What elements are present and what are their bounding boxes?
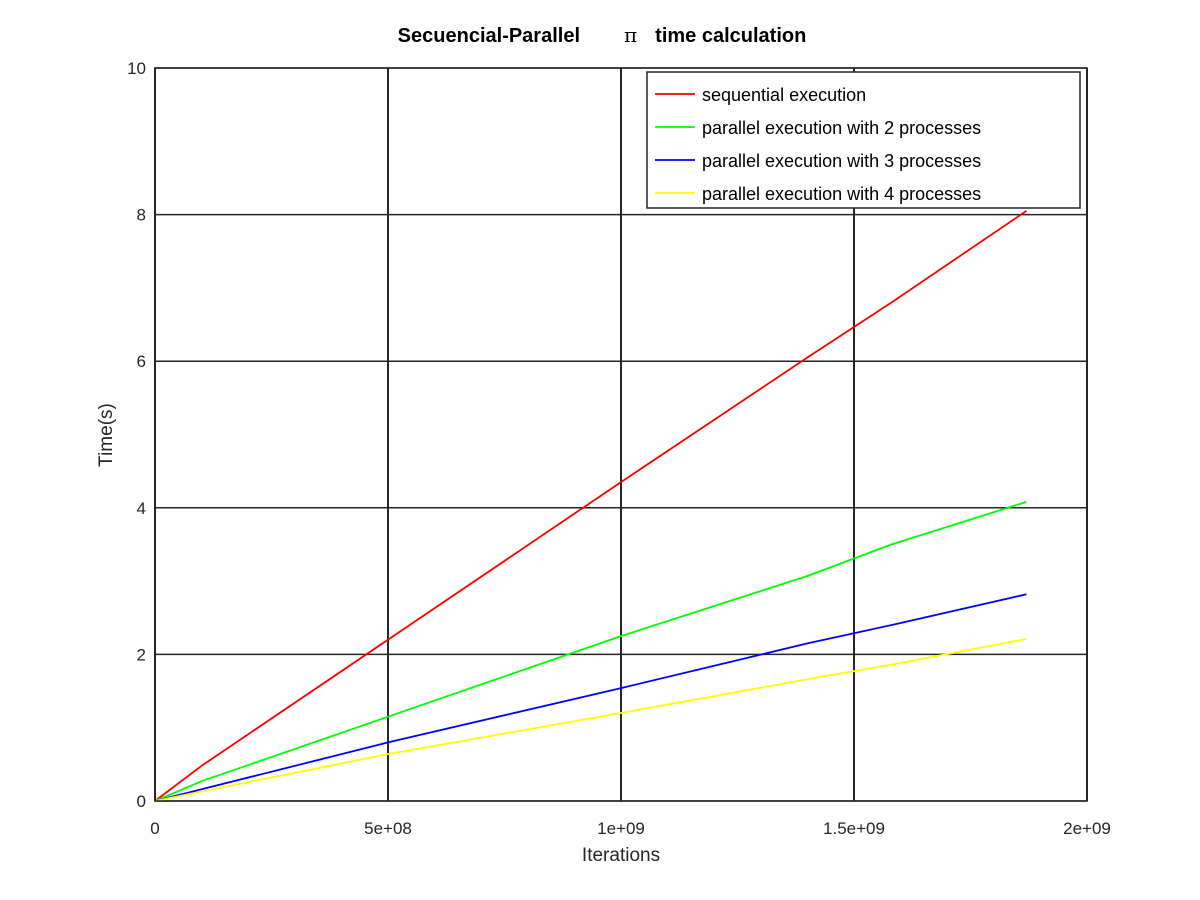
series-line-2 (154, 501, 1027, 802)
legend-label-1: sequential execution (702, 85, 866, 105)
y-tick-label-5: 10 (127, 59, 146, 78)
y-tick-label-0: 0 (137, 792, 146, 811)
series-line-4 (154, 638, 1027, 802)
x-tick-label-3: 1.5e+09 (823, 819, 885, 838)
title-pi-symbol: π (624, 23, 637, 47)
x-tick-label-4: 2e+09 (1063, 819, 1111, 838)
y-tick-labels: 0 2 4 6 8 10 (127, 59, 146, 811)
y-tick-label-4: 8 (137, 206, 146, 225)
series-lines (154, 210, 1027, 802)
x-tick-label-2: 1e+09 (597, 819, 645, 838)
chart-title: Secuencial-Parallel π time calculation (398, 23, 807, 47)
title-right: time calculation (655, 25, 806, 47)
legend-label-2: parallel execution with 2 processes (702, 118, 981, 138)
series-line-3 (154, 593, 1027, 802)
plot-frame (154, 67, 1088, 802)
legend-label-4: parallel execution with 4 processes (702, 184, 981, 204)
legend: sequential execution parallel execution w… (646, 71, 1081, 209)
y-tick-label-1: 2 (137, 645, 146, 664)
x-tick-label-1: 5e+08 (364, 819, 412, 838)
x-axis-label: Iterations (582, 845, 660, 866)
title-left: Secuencial-Parallel (398, 25, 580, 47)
x-tick-labels: 0 5e+08 1e+09 1.5e+09 2e+09 (150, 819, 1111, 838)
y-tick-label-3: 6 (137, 352, 146, 371)
y-tick-label-2: 4 (137, 499, 146, 518)
y-axis-label: Time(s) (96, 403, 117, 467)
series-line-1 (154, 210, 1027, 802)
legend-box (646, 71, 1081, 209)
legend-label-3: parallel execution with 3 processes (702, 151, 981, 171)
legend-entries: sequential execution parallel execution w… (655, 85, 981, 204)
x-tick-label-0: 0 (150, 819, 159, 838)
